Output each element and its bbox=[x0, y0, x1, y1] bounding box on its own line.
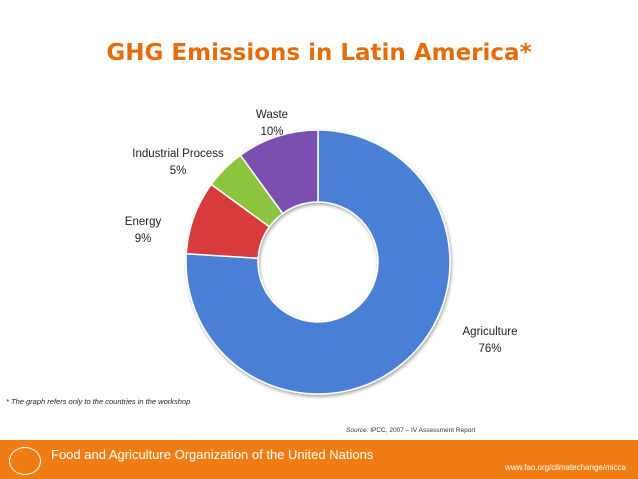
footer-bar: Food and Agriculture Organization of the… bbox=[0, 440, 638, 479]
slice-label-percent: 10% bbox=[260, 126, 283, 138]
chart-title: GHG Emissions in Latin America* bbox=[106, 40, 532, 66]
fao-logo-icon bbox=[9, 447, 41, 475]
slice-label-percent: 5% bbox=[170, 165, 187, 177]
source-text: IPCC, 2007 – IV Assessment Report bbox=[370, 427, 476, 434]
slice-label-name: Energy bbox=[125, 216, 162, 228]
slice-label-percent: 76% bbox=[478, 343, 501, 355]
slice-label-name: Industrial Process bbox=[132, 148, 224, 160]
footnote: * The graph refers only to the countries… bbox=[6, 397, 191, 406]
slice-label-name: Agriculture bbox=[463, 326, 518, 338]
slice-waste bbox=[239, 129, 319, 215]
source-note: Source: IPCC, 2007 – IV Assessment Repor… bbox=[346, 427, 475, 434]
source-prefix: Source: bbox=[346, 427, 369, 434]
footer-url: www.fao.org/climatechange/micca bbox=[505, 463, 626, 472]
slice-label-name: Waste bbox=[256, 109, 288, 121]
slice-agriculture bbox=[185, 129, 451, 395]
slice-label-percent: 9% bbox=[135, 233, 152, 245]
organization-name: Food and Agriculture Organization of the… bbox=[51, 447, 374, 462]
